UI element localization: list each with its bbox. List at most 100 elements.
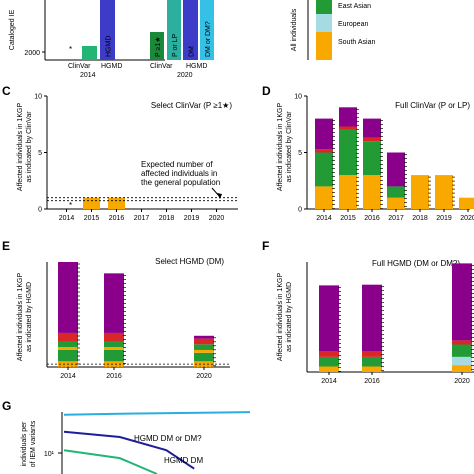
- panel-g-lines: [63, 411, 251, 474]
- panel-g: G 10¹ individuals per of IEM variants HG…: [2, 399, 251, 474]
- xtick-label: 2017: [134, 215, 150, 222]
- bar-segment: [104, 341, 124, 348]
- bar-segment: [362, 356, 382, 367]
- panel-e-ylabel-line2: as indicated by HGMD: [26, 282, 33, 352]
- panel-g-label-dm: HGMD DM: [164, 456, 203, 465]
- panel-b-legend: East Asian European South Asian: [316, 0, 375, 60]
- xtick-label: 2014: [60, 373, 76, 380]
- bar-segment: [104, 332, 124, 342]
- xtick-label: 2015: [340, 215, 356, 222]
- panel-a-bar-label: P or LP: [172, 33, 179, 57]
- panel-f-ylabel-line2: as indicated by HGMD: [286, 282, 293, 352]
- panel-e-ylabel-line1: Affected individuals in 1KGP: [17, 273, 24, 362]
- panel-g-letter: G: [2, 399, 11, 413]
- panel-e: E Select HGMD (DM) Affected individuals …: [2, 239, 230, 380]
- legend-swatch: [316, 50, 332, 60]
- panel-d-ylabel-line1: Affected individuals in 1KGP: [277, 103, 284, 192]
- panel-g-ytick-label: 10¹: [44, 451, 55, 458]
- panel-c-bar: [83, 197, 100, 209]
- bar-segment: [194, 349, 214, 353]
- bar-segment: [58, 347, 78, 350]
- panel-g-label-dm-or: HGMD DM or DM?: [134, 434, 202, 443]
- bar-segment: [411, 175, 429, 209]
- legend-label: South Asian: [338, 39, 375, 46]
- panel-f: F Full HGMD (DM or DM?) Affected individ…: [262, 239, 474, 385]
- bar-segment: [58, 332, 78, 342]
- xtick-label: 2019: [436, 215, 452, 222]
- panel-f-ylabel-line1: Affected individuals in 1KGP: [277, 273, 284, 362]
- bar-segment: [362, 366, 382, 372]
- panel-a-ylabel: Cataloged IE: [9, 9, 16, 50]
- bar-segment: [319, 366, 339, 372]
- xtick-label: 2020: [209, 215, 225, 222]
- panel-b: All individuals East Asian European South …: [291, 0, 375, 60]
- xtick-label: 2020: [196, 373, 212, 380]
- bar-segment: [435, 175, 453, 209]
- bar-segment: [315, 118, 333, 150]
- ytick-label: 5: [38, 150, 42, 157]
- panel-c-arrow-head: [217, 193, 222, 199]
- bar-segment: [387, 197, 405, 209]
- bar-segment: [459, 197, 474, 209]
- bar-segment: [452, 356, 472, 366]
- xtick-label: 2018: [159, 215, 175, 222]
- bar-segment: [452, 263, 472, 341]
- bar-segment: [362, 351, 382, 357]
- panel-c-star: *: [69, 201, 72, 210]
- panel-c-bar: [108, 197, 125, 209]
- bar-segment: [363, 141, 381, 176]
- bar-segment: [58, 262, 78, 333]
- panel-f-plot: 2014 2016 2020: [306, 262, 474, 385]
- bar-segment: [452, 344, 472, 357]
- bar-segment: [194, 344, 214, 350]
- panel-a-bar: [150, 32, 164, 60]
- bar-segment: [104, 347, 124, 350]
- bar-segment: [387, 152, 405, 187]
- xtick-label: 2016: [109, 215, 125, 222]
- panel-a-ytick-label: 2000: [24, 50, 40, 57]
- bar-segment: [339, 175, 357, 209]
- panel-a-bar-label: HGMD: [106, 36, 113, 57]
- panel-a-bar: [200, 0, 214, 60]
- panel-g-line: [63, 449, 158, 474]
- bar-segment: [452, 365, 472, 372]
- panel-c-plot: 0 5 10 2014 2015 2016 2017 2018 2019 2020 *: [34, 94, 238, 222]
- panel-a-bar-label: DM: [189, 46, 196, 57]
- panel-a-bars: * HGMD P ≥1★ P or LP DM DM or DM? ClinVar HGMD 2…: [68, 0, 214, 79]
- bar-segment: [58, 349, 78, 362]
- legend-swatch: [316, 14, 332, 32]
- bar-segment: [104, 361, 124, 367]
- bar-segment: [104, 273, 124, 333]
- ytick-label: 10: [294, 94, 302, 101]
- panel-f-title: Full HGMD (DM or DM?): [372, 259, 460, 268]
- xtick-label: 2015: [84, 215, 100, 222]
- bar-segment: [194, 352, 214, 362]
- bar-segment: [362, 284, 382, 352]
- xtick-label: 2020: [460, 215, 474, 222]
- panel-c-title: Select ClinVar (P ≥1★): [151, 101, 232, 110]
- bar-segment: [194, 335, 214, 339]
- panel-e-title: Select HGMD (DM): [155, 257, 224, 266]
- bar-segment: [319, 351, 339, 357]
- panel-d-ylabel-line2: as indicated by ClinVar: [286, 111, 293, 183]
- ytick-label: 5: [298, 150, 302, 157]
- bar-segment: [452, 340, 472, 345]
- panel-a-year-2020: 2020: [177, 72, 193, 79]
- panel-g-ylabel-line2: of IEM variants: [30, 420, 37, 467]
- panel-c: C Select ClinVar (P ≥1★) Affected indivi…: [2, 84, 238, 222]
- panel-c-annotation-2: affected individuals in: [141, 169, 217, 178]
- panel-g-line: [63, 411, 251, 416]
- panel-a-bar-label: P ≥1★: [154, 37, 162, 58]
- bar-segment: [363, 118, 381, 138]
- panel-a-bar: [82, 46, 97, 60]
- panel-b-ylabel: All individuals: [291, 8, 298, 51]
- xtick-label: 2019: [184, 215, 200, 222]
- ytick-label: 10: [34, 94, 42, 101]
- panel-e-letter: E: [2, 239, 10, 253]
- panel-d-letter: D: [262, 84, 271, 98]
- panel-e-plot: 2014 2016 2020: [46, 262, 230, 380]
- panel-a-xlabel-hgmd: HGMD: [101, 63, 122, 70]
- panel-a-year-2014: 2014: [80, 72, 96, 79]
- xtick-label: 2014: [316, 215, 332, 222]
